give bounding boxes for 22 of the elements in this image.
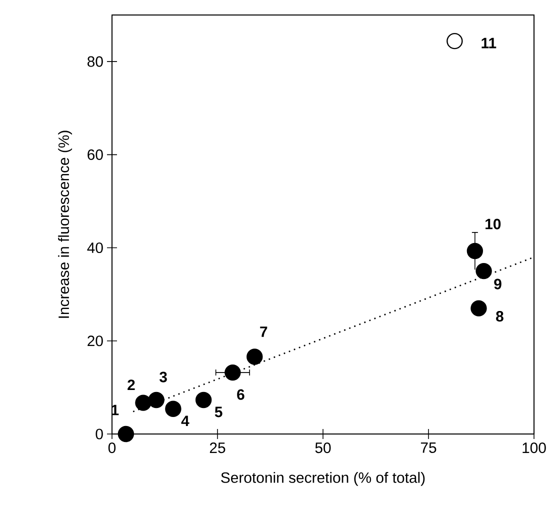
x-tick-label: 25 — [210, 442, 226, 454]
annotation: 5 — [214, 406, 222, 418]
annotation: 10 — [486, 218, 501, 230]
annotation: 8 — [496, 311, 504, 322]
annotation: 9 — [494, 278, 502, 290]
y-axis-title: Increase in fluorescence (%) — [58, 130, 72, 318]
x-tick-label: 75 — [420, 442, 436, 453]
y-tick-label: 80 — [88, 56, 103, 67]
y-tick-label: 20 — [88, 336, 103, 346]
x-tick-label: 0 — [108, 442, 116, 454]
annotation: 6 — [237, 389, 244, 400]
annotation: 2 — [128, 380, 135, 390]
annotation: 11 — [482, 38, 496, 48]
y-tick-label: 60 — [88, 149, 103, 160]
y-tick-label: 0 — [96, 428, 103, 440]
y-tick-label: 40 — [87, 242, 103, 254]
annotation: 4 — [181, 416, 190, 426]
x-axis-title: Serotonin secretion (% of total) — [221, 472, 425, 486]
x-tick-label: 50 — [315, 442, 331, 454]
x-tick-label: 100 — [522, 442, 546, 454]
annotation: 7 — [260, 326, 268, 337]
annotation: 3 — [160, 372, 167, 382]
